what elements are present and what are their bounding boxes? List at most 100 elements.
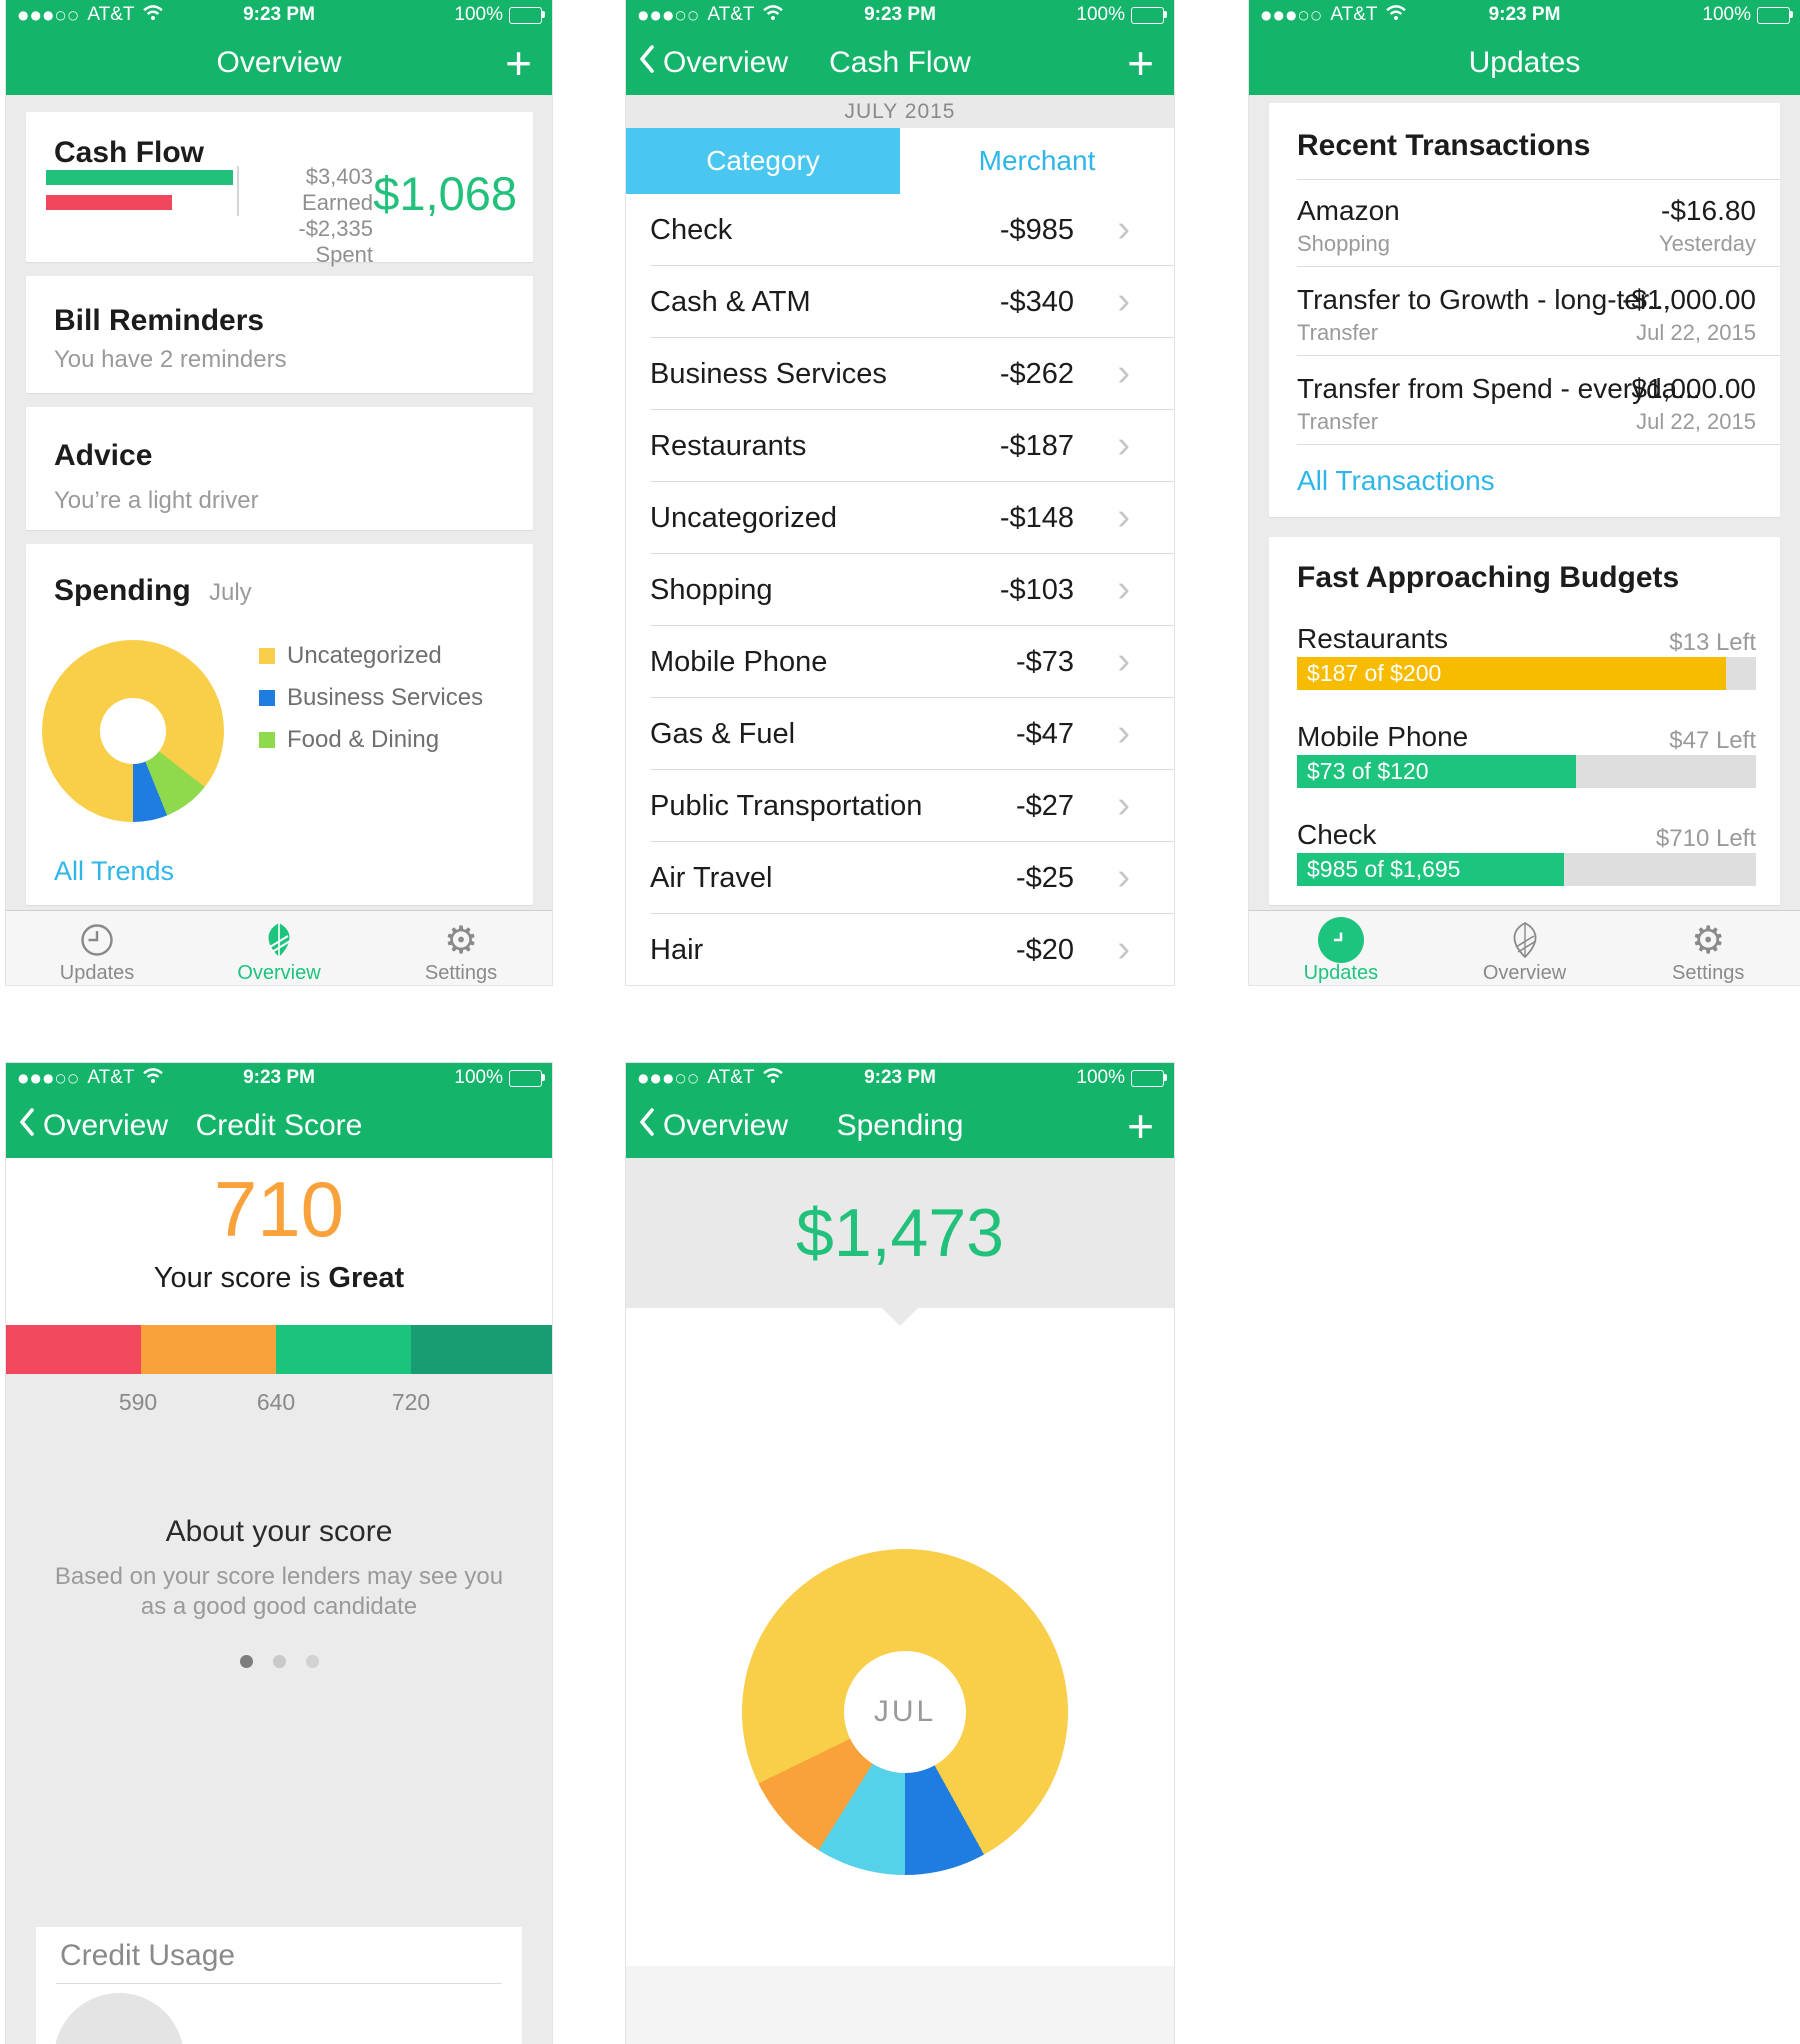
cash-flow-card[interactable]: Cash Flow $3,403 Earned -$2,335 Spent $1…: [26, 112, 533, 267]
list-item[interactable]: Shopping -$103 ›: [626, 554, 1174, 626]
screen-updates: ●●●○○ AT&T 9:23 PM 100% Updates Recent T…: [1248, 0, 1800, 986]
tab-settings-label: Settings: [424, 962, 498, 984]
category-amount: -$27: [1015, 789, 1074, 822]
add-button[interactable]: +: [505, 36, 532, 89]
transaction-amount: -$1,000.00: [1622, 284, 1756, 315]
list-item[interactable]: Restaurants -$187 ›: [626, 410, 1174, 482]
month-selector[interactable]: JULY 2015: [626, 95, 1174, 128]
clock-time: 9:23 PM: [1488, 4, 1561, 25]
spending-period: July: [209, 579, 252, 606]
budget-bar-track: $985 of $1,695: [1297, 853, 1756, 886]
band-segment-red: [6, 1325, 141, 1374]
list-item[interactable]: Public Transportation -$27 ›: [626, 770, 1174, 842]
list-item[interactable]: Mobile Phone -$73 ›: [626, 626, 1174, 698]
status-bar: ●●●○○ AT&T 9:23 PM 100%: [626, 1063, 1174, 1093]
spending-card[interactable]: Spending July Uncategorized Business Ser…: [26, 544, 533, 905]
wifi-icon: [1385, 4, 1407, 26]
back-button[interactable]: Overview: [638, 30, 788, 95]
list-item[interactable]: Uncategorized -$148 ›: [626, 482, 1174, 554]
carrier-label: AT&T: [707, 1067, 755, 1088]
list-item[interactable]: Cash & ATM -$340 ›: [626, 266, 1174, 338]
status-bar: ●●●○○ AT&T 9:23 PM 100%: [1249, 0, 1800, 30]
back-button[interactable]: Overview: [18, 1093, 168, 1158]
score-rating-word: Great: [328, 1262, 405, 1294]
bill-reminders-title: Bill Reminders: [54, 304, 265, 337]
tab-overview-label: Overview: [1482, 962, 1567, 984]
divider: [1297, 444, 1780, 445]
tab-overview-label: Overview: [237, 962, 321, 984]
credit-usage-card[interactable]: Credit Usage: [36, 1927, 522, 2044]
tab-updates[interactable]: Updates: [6, 911, 188, 985]
battery-percent: 100%: [1076, 4, 1125, 25]
chevron-right-icon: ›: [1117, 855, 1130, 898]
category-amount: -$47: [1015, 717, 1074, 750]
screen-cash-flow: ●●●○○ AT&T 9:23 PM 100% Overview Cash Fl…: [625, 0, 1175, 986]
list-item[interactable]: Hair -$20 ›: [626, 914, 1174, 985]
donut-month-label: JUL: [873, 1695, 937, 1728]
screen-overview: ●●●○○ AT&T 9:23 PM 100% Overview + Cash …: [5, 0, 553, 986]
recent-transactions-card: Recent Transactions Amazon Shopping -$16…: [1269, 103, 1780, 517]
legend-swatch-food-dining: [259, 732, 275, 748]
status-bar: ●●●○○ AT&T 9:23 PM 100%: [626, 0, 1174, 30]
divider: [1297, 266, 1780, 267]
gear-icon: ⚙: [443, 918, 479, 962]
spending-title: Spending July: [54, 574, 252, 608]
score-range-band: [6, 1325, 552, 1374]
credit-usage-title: Credit Usage: [60, 1939, 236, 1972]
budget-name: Mobile Phone: [1297, 721, 1469, 752]
back-chevron-icon: [18, 1107, 35, 1145]
tab-merchant[interactable]: Merchant: [900, 128, 1174, 194]
bottom-panel: [626, 1966, 1174, 2044]
credit-usage-chart-placeholder: [54, 1993, 184, 2044]
category-name: Restaurants: [650, 429, 807, 462]
recent-transactions-title: Recent Transactions: [1297, 129, 1591, 162]
signal-strength-icon: ●●●○○: [638, 1071, 701, 1085]
tab-updates-label: Updates: [1303, 962, 1379, 984]
tab-overview[interactable]: Overview: [1433, 911, 1617, 985]
tab-settings-label: Settings: [1672, 962, 1745, 984]
add-button[interactable]: +: [1127, 1099, 1154, 1152]
header: ●●●○○ AT&T 9:23 PM 100% Overview Credit …: [6, 1063, 552, 1158]
legend-item: Business Services: [259, 684, 483, 712]
all-transactions-link[interactable]: All Transactions: [1297, 465, 1495, 496]
tab-settings[interactable]: ⚙ Settings: [370, 911, 552, 985]
band-segment-dark-green: [410, 1325, 552, 1374]
battery-icon: [1757, 6, 1793, 24]
budget-left-label: $710 Left: [1655, 825, 1756, 852]
spending-donut-chart[interactable]: JUL: [742, 1549, 1068, 1875]
budget-bar-label: $985 of $1,695: [1307, 856, 1461, 882]
tab-overview[interactable]: Overview: [188, 911, 370, 985]
chevron-right-icon: ›: [1117, 927, 1130, 970]
tab-settings[interactable]: ⚙ Settings: [1616, 911, 1800, 985]
about-score-line1: Based on your score lenders may see you: [54, 1563, 504, 1590]
tab-category[interactable]: Category: [626, 128, 900, 194]
about-score-title: About your score: [165, 1515, 393, 1548]
list-item[interactable]: Check -$985 ›: [626, 194, 1174, 266]
tab-updates[interactable]: Updates: [1249, 911, 1433, 985]
advice-title: Advice: [54, 439, 153, 472]
category-list: Check -$985 › Cash & ATM -$340 › Busines…: [626, 194, 1174, 985]
add-button[interactable]: +: [1127, 36, 1154, 89]
budget-left-label: $13 Left: [1669, 629, 1756, 656]
bill-reminders-card[interactable]: Bill Reminders You have 2 reminders: [26, 276, 533, 393]
all-trends-link[interactable]: All Trends: [54, 856, 175, 886]
wifi-icon: [142, 4, 164, 26]
tab-bar: Updates Overview ⚙ Settings: [1249, 910, 1800, 985]
list-item[interactable]: Gas & Fuel -$47 ›: [626, 698, 1174, 770]
signal-strength-icon: ●●●○○: [18, 8, 81, 22]
gear-icon: ⚙: [1691, 918, 1726, 962]
category-name: Uncategorized: [650, 501, 837, 534]
page-dots: [6, 1655, 552, 1668]
spending-donut-chart: [42, 640, 224, 822]
divider: [56, 1983, 502, 1984]
advice-card[interactable]: Advice You’re a light driver: [26, 407, 533, 530]
band-tick-590: 590: [118, 1389, 158, 1415]
band-segment-orange: [140, 1325, 276, 1374]
back-button[interactable]: Overview: [638, 1093, 788, 1158]
category-amount: -$985: [999, 213, 1074, 246]
list-item[interactable]: Business Services -$262 ›: [626, 338, 1174, 410]
about-score-line2: as a good good candidate: [140, 1593, 418, 1620]
list-item[interactable]: Air Travel -$25 ›: [626, 842, 1174, 914]
chevron-right-icon: ›: [1117, 279, 1130, 322]
score-section: 710 Your score is Great: [6, 1158, 552, 1325]
